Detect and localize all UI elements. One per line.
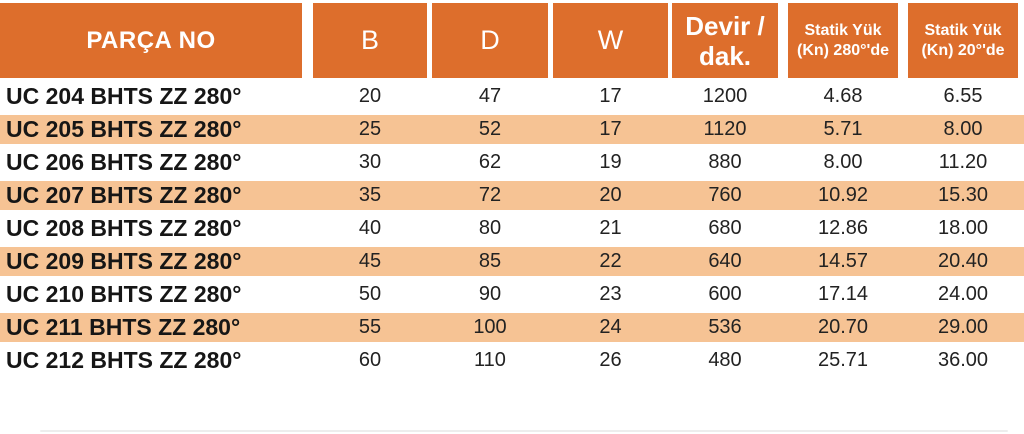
parts-table: PARÇA NO B D W Devir / dak. Statik Yük (… (0, 3, 1024, 375)
b-cell: 35 (358, 184, 382, 206)
d-cell: 47 (478, 85, 502, 107)
w-cell: 17 (599, 118, 622, 140)
header-cell-parca-no: PARÇA NO (0, 3, 302, 78)
header-label-line1: Statik Yük (924, 21, 1002, 39)
part-no-cell: UC 211 BHTS ZZ 280° (6, 314, 241, 340)
statik-280-cell: 20.70 (817, 316, 869, 338)
statik-280-cell: 17.14 (817, 283, 869, 305)
d-cell: 90 (478, 283, 502, 305)
statik-280-cell: 25.71 (817, 349, 869, 371)
d-cell: 85 (478, 250, 502, 272)
devir-cell: 480 (708, 349, 742, 371)
statik-280-cell: 10.92 (817, 184, 869, 206)
devir-cell: 640 (708, 250, 742, 272)
header-label-line2: (Kn) 20°'de (921, 41, 1005, 59)
w-cell: 19 (599, 151, 622, 173)
devir-cell: 536 (708, 316, 742, 338)
statik-20-cell: 20.40 (937, 250, 989, 272)
table-row: UC 209 BHTS ZZ 280° 45 85 22 640 14.57 2… (0, 247, 1024, 276)
d-cell: 80 (478, 217, 502, 239)
part-no-cell: UC 208 BHTS ZZ 280° (6, 215, 242, 241)
header-label: B (360, 25, 379, 55)
statik-20-cell: 15.30 (937, 184, 989, 206)
d-cell: 62 (478, 151, 502, 173)
d-cell: 72 (478, 184, 502, 206)
b-cell: 45 (358, 250, 382, 272)
statik-280-cell: 4.68 (823, 85, 863, 107)
w-cell: 21 (599, 217, 622, 239)
header-label: PARÇA NO (86, 26, 216, 54)
header-cell-b: B (313, 3, 427, 78)
statik-280-cell: 12.86 (817, 217, 869, 239)
header-cell-devir-dak: Devir / dak. (672, 3, 778, 78)
table-row: UC 204 BHTS ZZ 280° 20 47 17 1200 4.68 6… (0, 82, 1024, 111)
table-row: UC 206 BHTS ZZ 280° 30 62 19 880 8.00 11… (0, 148, 1024, 177)
statik-20-cell: 29.00 (937, 316, 989, 338)
statik-280-cell: 8.00 (823, 151, 863, 173)
statik-20-cell: 8.00 (943, 118, 983, 140)
table-row: UC 205 BHTS ZZ 280° 25 52 17 1120 5.71 8… (0, 115, 1024, 144)
devir-cell: 760 (708, 184, 742, 206)
part-no-cell: UC 205 BHTS ZZ 280° (6, 116, 242, 142)
part-no-cell: UC 212 BHTS ZZ 280° (6, 347, 242, 373)
page-bottom-divider (40, 430, 1008, 432)
header-label: D (480, 25, 500, 55)
devir-cell: 880 (708, 151, 742, 173)
table-row: UC 211 BHTS ZZ 280° 55 100 24 536 20.70 … (0, 313, 1024, 342)
table-header-row: PARÇA NO B D W Devir / dak. Statik Yük (… (0, 3, 1024, 78)
w-cell: 22 (599, 250, 622, 272)
statik-20-cell: 18.00 (937, 217, 989, 239)
part-no-cell: UC 204 BHTS ZZ 280° (6, 83, 242, 109)
d-cell: 52 (478, 118, 502, 140)
b-cell: 55 (358, 316, 382, 338)
part-no-cell: UC 210 BHTS ZZ 280° (6, 281, 242, 307)
header-label-line2: dak. (698, 40, 752, 71)
header-label-line1: Statik Yük (804, 21, 882, 39)
d-cell: 100 (473, 316, 507, 338)
statik-20-cell: 11.20 (938, 151, 988, 173)
w-cell: 24 (599, 316, 622, 338)
header-label-line2: (Kn) 280°'de (797, 41, 889, 59)
header-cell-d: D (432, 3, 548, 78)
statik-280-cell: 5.71 (823, 118, 863, 140)
table-row: UC 208 BHTS ZZ 280° 40 80 21 680 12.86 1… (0, 214, 1024, 243)
table-row: UC 210 BHTS ZZ 280° 50 90 23 600 17.14 2… (0, 280, 1024, 309)
devir-cell: 680 (708, 217, 742, 239)
b-cell: 20 (358, 85, 382, 107)
header-label: W (597, 25, 624, 55)
part-no-cell: UC 209 BHTS ZZ 280° (6, 248, 242, 274)
devir-cell: 1120 (703, 118, 747, 140)
d-cell: 110 (474, 349, 506, 371)
statik-20-cell: 6.55 (943, 85, 983, 107)
statik-280-cell: 14.57 (817, 250, 869, 272)
devir-cell: 600 (708, 283, 742, 305)
b-cell: 50 (358, 283, 382, 305)
header-label-line1: Devir / (685, 10, 765, 41)
part-no-cell: UC 207 BHTS ZZ 280° (6, 182, 242, 208)
header-cell-statik-yuk-280: Statik Yük (Kn) 280°'de (788, 3, 898, 78)
header-cell-statik-yuk-20: Statik Yük (Kn) 20°'de (908, 3, 1018, 78)
table-body: UC 204 BHTS ZZ 280° 20 47 17 1200 4.68 6… (0, 82, 1024, 375)
statik-20-cell: 24.00 (937, 283, 989, 305)
b-cell: 60 (358, 349, 382, 371)
w-cell: 20 (599, 184, 622, 206)
table-row: UC 207 BHTS ZZ 280° 35 72 20 760 10.92 1… (0, 181, 1024, 210)
devir-cell: 1200 (702, 85, 748, 107)
b-cell: 30 (358, 151, 382, 173)
w-cell: 23 (599, 283, 622, 305)
header-cell-w: W (553, 3, 668, 78)
b-cell: 40 (358, 217, 382, 239)
b-cell: 25 (358, 118, 382, 140)
table-row: UC 212 BHTS ZZ 280° 60 110 26 480 25.71 … (0, 346, 1024, 375)
part-no-cell: UC 206 BHTS ZZ 280° (6, 149, 242, 175)
statik-20-cell: 36.00 (937, 349, 989, 371)
w-cell: 26 (599, 349, 622, 371)
w-cell: 17 (599, 85, 622, 107)
